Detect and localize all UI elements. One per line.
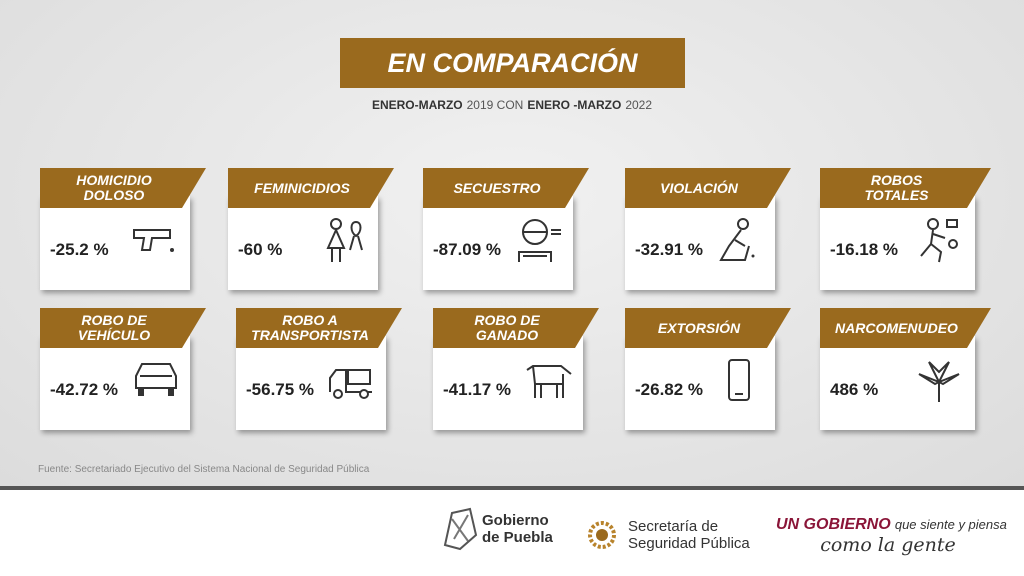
label-line: ROBO DE <box>81 312 147 328</box>
card-value: -60 % <box>238 240 283 259</box>
card: VIOLACIÓN -32.91 % <box>625 168 775 290</box>
subtitle-part: 2022 <box>625 98 653 112</box>
card-label: HOMICIDIO DOLOSO <box>40 168 206 208</box>
ssp-logo <box>588 521 616 549</box>
label-line: SECUESTRO <box>453 179 541 196</box>
card: NARCOMENUDEO 486 % <box>820 308 975 430</box>
card-box <box>820 336 975 430</box>
card-label: ROBO DE VEHÍCULO <box>40 308 206 348</box>
label-line: ROBO DE <box>474 312 540 328</box>
label-line: EXTORSIÓN <box>657 319 741 336</box>
card-label: NARCOMENUDEO <box>820 308 991 348</box>
card: ROBO DE GANADO -41.17 % <box>433 308 583 430</box>
card-icon <box>728 359 750 401</box>
label-line: VIOLACIÓN <box>660 179 738 196</box>
subtitle-part: 2019 CON <box>466 98 524 112</box>
card-value: -87.09 % <box>433 240 502 259</box>
card-box <box>423 196 573 290</box>
card-icon <box>920 218 958 263</box>
title: EN COMPARACIÓN <box>340 38 685 88</box>
puebla-logo <box>443 507 478 551</box>
card-label: VIOLACIÓN <box>625 168 791 208</box>
card-icon <box>918 361 960 402</box>
label-line: ROBOS <box>870 172 923 188</box>
ssp-text: Secretaría de Seguridad Pública <box>628 518 750 552</box>
card-label: SECUESTRO <box>423 168 589 208</box>
source: Fuente: Secretariado Ejecutivo del Siste… <box>38 464 370 475</box>
card-value: -56.75 % <box>246 380 315 399</box>
logo-text: de Puebla <box>482 529 553 546</box>
label-line: GANADO <box>475 327 539 343</box>
card: ROBOS TOTALES -16.18 % <box>820 168 975 290</box>
label-line: ROBO A <box>282 312 338 328</box>
label-line: FEMINICIDIOS <box>254 179 350 196</box>
slogan-strong: UN GOBIERNO <box>776 516 891 533</box>
card-icon <box>133 229 174 252</box>
card: EXTORSIÓN -26.82 % <box>625 308 775 430</box>
card-icon <box>135 363 177 396</box>
card-icon <box>526 365 572 398</box>
card-value: -26.82 % <box>635 380 704 399</box>
card-icon <box>719 218 755 261</box>
logo-text: Seguridad Pública <box>628 535 750 552</box>
subtitle-part: ENERO -MARZO <box>527 98 622 112</box>
label-line: DOLOSO <box>83 187 145 203</box>
label-line: VEHÍCULO <box>77 327 151 343</box>
card: SECUESTRO -87.09 % <box>423 168 573 290</box>
card: ROBO A TRANSPORTISTA -56.75 % <box>236 308 386 430</box>
label-line: TOTALES <box>864 187 929 203</box>
card-box <box>40 336 190 430</box>
card-label: EXTORSIÓN <box>625 308 791 348</box>
slogan: UN GOBIERNO que siente y piensa como la … <box>776 516 1007 556</box>
card: FEMINICIDIOS -60 % <box>228 168 378 290</box>
slogan-rest: que siente y piensa <box>894 517 1007 532</box>
label-line: NARCOMENUDEO <box>835 319 958 336</box>
card-value: -41.17 % <box>443 380 512 399</box>
card-icon <box>329 369 372 399</box>
card-icon <box>326 218 363 262</box>
label-line: TRANSPORTISTA <box>251 327 369 343</box>
card-value: -16.18 % <box>830 240 899 259</box>
logo-text: Gobierno <box>482 512 549 529</box>
card-value: -42.72 % <box>50 380 119 399</box>
gobierno-logo: Gobierno de Puebla <box>482 512 553 546</box>
slogan-line2: como la gente <box>820 534 956 556</box>
label-line: HOMICIDIO <box>76 172 152 188</box>
subtitle: ENERO-MARZO 2019 CON ENERO -MARZO 2022 <box>0 98 1024 112</box>
logo-text: Secretaría de <box>628 518 719 535</box>
card-box <box>40 196 190 290</box>
card-value: 486 % <box>830 380 879 399</box>
card-value: -25.2 % <box>50 240 109 259</box>
card-label: ROBOS TOTALES <box>820 168 991 208</box>
card-label: ROBO A TRANSPORTISTA <box>236 308 402 348</box>
card-icon <box>518 219 561 262</box>
subtitle-part: ENERO-MARZO <box>371 98 463 112</box>
card: ROBO DE VEHÍCULO -42.72 % <box>40 308 190 430</box>
card-box <box>625 196 775 290</box>
card-label: FEMINICIDIOS <box>228 168 394 208</box>
card: HOMICIDIO DOLOSO -25.2 % <box>40 168 190 290</box>
card-value: -32.91 % <box>635 240 704 259</box>
card-label: ROBO DE GANADO <box>433 308 599 348</box>
